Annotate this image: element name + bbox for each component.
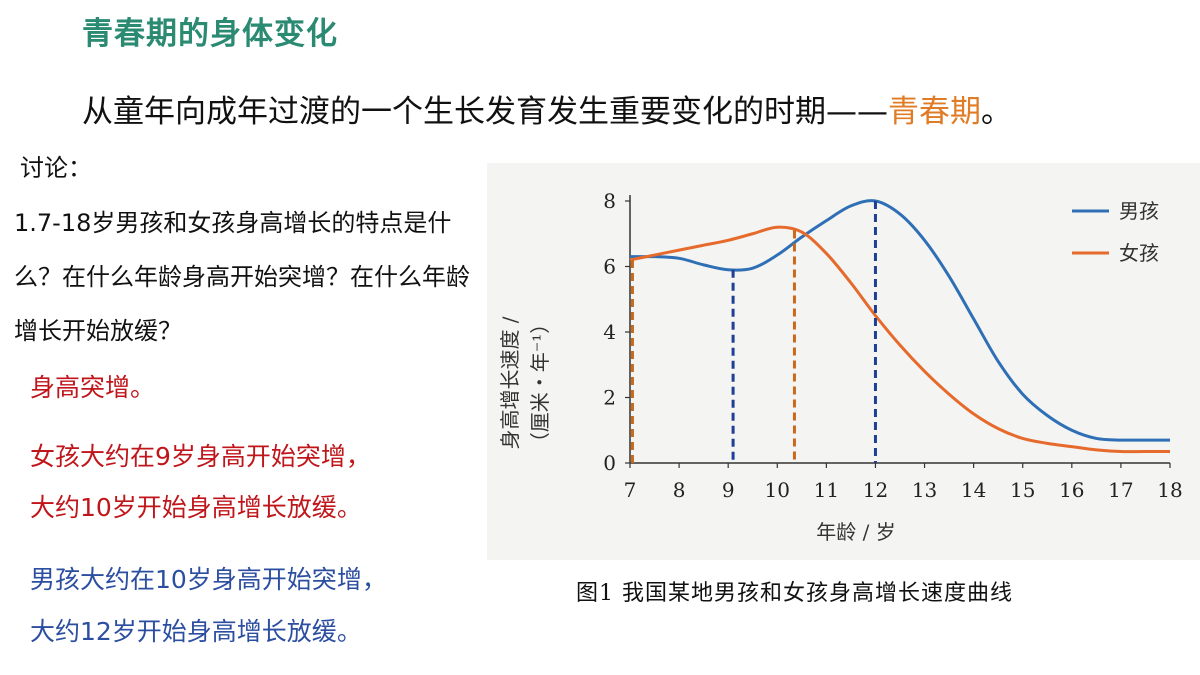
- x-tick-label: 8: [673, 478, 686, 502]
- y-axis-unit: （厘米・年⁻¹）: [528, 314, 552, 453]
- question-1: 1.7-18岁男孩和女孩身高增长的特点是什么？在什么年龄身高开始突增？在什么年龄…: [14, 209, 470, 345]
- x-axis-label: 年龄 / 岁: [816, 520, 895, 544]
- answer-1: 身高突增。: [30, 373, 156, 402]
- discussion-label: 讨论：: [20, 154, 92, 182]
- series-line-0: [629, 199, 1170, 442]
- x-tick-label: 10: [765, 478, 790, 502]
- y-tick-label: 4: [603, 320, 616, 344]
- x-tick-label: 17: [1108, 478, 1133, 502]
- x-tick-label: 12: [863, 478, 888, 502]
- x-tick-label: 9: [722, 478, 735, 502]
- series-line-1: [629, 225, 1170, 454]
- x-tick-label: 11: [814, 478, 839, 502]
- answer-girl-line-1: 女孩大约在9岁身高开始突增，: [30, 442, 371, 471]
- y-tick-label: 2: [603, 386, 616, 410]
- intro-highlight: 青春期: [888, 94, 981, 130]
- legend-label: 男孩: [1119, 199, 1159, 223]
- legend-label: 女孩: [1119, 241, 1159, 265]
- intro-end: 。: [981, 94, 1012, 130]
- slide-title: 青春期的身体变化: [82, 16, 338, 52]
- y-tick-label: 6: [603, 255, 616, 279]
- y-tick-label: 8: [603, 189, 616, 213]
- x-tick-label: 13: [912, 478, 937, 502]
- answer-boy-line-1: 男孩大约在10岁身高开始突增，: [30, 565, 387, 594]
- answer-boy-line-2: 大约12岁开始身高增长放缓。: [30, 617, 362, 646]
- y-axis-label: 身高增长速度 /: [498, 316, 522, 449]
- x-tick-label: 18: [1157, 478, 1182, 502]
- chart-panel: 7 8 9 10 11 12 13 14 15 16 17 18 0 2 4 6 8 男孩女孩 年龄 / 岁 身…: [487, 163, 1200, 560]
- intro-main-text: 从童年向成年过渡的一个生长发育发生重要变化的时期——: [82, 94, 888, 130]
- x-tick-label: 16: [1059, 478, 1084, 502]
- intro-sentence: 从童年向成年过渡的一个生长发育发生重要变化的时期——青春期。: [82, 86, 1012, 131]
- answer-girl-line-2: 大约10岁开始身高增长放缓。: [30, 493, 362, 522]
- figure-caption: 图1 我国某地男孩和女孩身高增长速度曲线: [576, 581, 1013, 606]
- x-tick-label: 14: [961, 478, 986, 502]
- x-tick-label: 15: [1010, 478, 1035, 502]
- x-tick-label: 7: [624, 478, 637, 502]
- y-tick-label: 0: [603, 451, 616, 475]
